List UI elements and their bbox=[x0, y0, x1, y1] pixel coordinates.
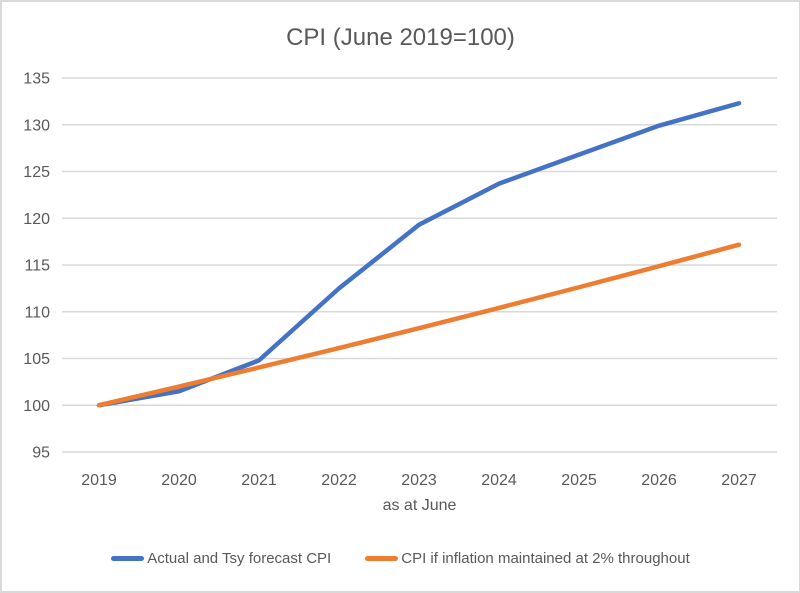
x-axis-title: as at June bbox=[383, 497, 457, 514]
x-tick-label-2019: 2019 bbox=[81, 472, 117, 489]
series-line-0 bbox=[96, 100, 742, 408]
y-tick-label-105: 105 bbox=[23, 351, 50, 368]
legend-label-2pct-cpi: CPI if inflation maintained at 2% throug… bbox=[401, 550, 690, 567]
x-tick-label-2020: 2020 bbox=[161, 472, 197, 489]
y-tick-label-95: 95 bbox=[32, 445, 50, 462]
x-tick-label-2027: 2027 bbox=[721, 472, 757, 489]
legend-line-swatch-blue bbox=[111, 556, 145, 561]
legend-line-swatch-orange bbox=[365, 556, 399, 561]
legend-item-2pct-cpi: CPI if inflation maintained at 2% throug… bbox=[365, 550, 690, 567]
y-tick-label-120: 120 bbox=[23, 211, 50, 228]
y-tick-label-130: 130 bbox=[23, 117, 50, 134]
y-tick-label-100: 100 bbox=[23, 398, 50, 415]
legend: Actual and Tsy forecast CPI CPI if infla… bbox=[2, 550, 799, 567]
x-tick-label-2024: 2024 bbox=[481, 472, 517, 489]
y-tick-label-115: 115 bbox=[24, 258, 50, 275]
x-tick-label-2026: 2026 bbox=[641, 472, 677, 489]
chart-title: CPI (June 2019=100) bbox=[286, 24, 515, 51]
y-tick-label-125: 125 bbox=[23, 164, 50, 181]
x-tick-label-2022: 2022 bbox=[321, 472, 357, 489]
legend-label-actual-cpi: Actual and Tsy forecast CPI bbox=[147, 550, 332, 567]
x-tick-label-2023: 2023 bbox=[401, 472, 437, 489]
x-tick-label-2025: 2025 bbox=[561, 472, 597, 489]
legend-item-actual-cpi: Actual and Tsy forecast CPI bbox=[111, 550, 331, 567]
series-line-1 bbox=[96, 242, 742, 408]
x-tick-label-2021: 2021 bbox=[241, 472, 277, 489]
y-tick-label-110: 110 bbox=[24, 304, 50, 321]
y-tick-label-135: 135 bbox=[23, 71, 50, 88]
